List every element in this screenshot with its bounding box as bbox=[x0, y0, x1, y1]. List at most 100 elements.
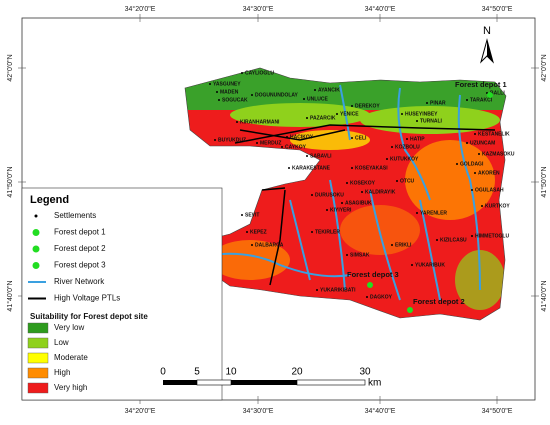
settlement-label: KOSEYAKASI bbox=[355, 165, 388, 171]
lat-label: 41°50'0"N bbox=[6, 166, 14, 197]
settlement-label: KARAKESTANE bbox=[292, 165, 331, 171]
settlement-label: KIYIYERI bbox=[330, 207, 352, 213]
settlement-label: KAZMASOKU bbox=[482, 151, 515, 157]
settlement-label: TEKIRLER bbox=[315, 229, 340, 235]
settlement-dot bbox=[456, 163, 458, 165]
settlement-dot bbox=[436, 239, 438, 241]
scale-label: 5 bbox=[194, 367, 200, 378]
settlement-label: HUSEYINBEY bbox=[405, 111, 438, 117]
settlement-label: DOGUNUNDOLAY bbox=[255, 92, 299, 98]
lon-label: 34°20'0"E bbox=[125, 407, 156, 415]
settlement-dot bbox=[481, 205, 483, 207]
settlement-dot bbox=[351, 167, 353, 169]
settlement-label: HATIP bbox=[410, 136, 425, 142]
settlement-label: TARAKCI bbox=[470, 97, 493, 103]
settlement-dot bbox=[471, 235, 473, 237]
settlement-dot bbox=[288, 167, 290, 169]
forest-depot bbox=[487, 92, 493, 98]
settlement-dot bbox=[316, 289, 318, 291]
legend-label: Very high bbox=[54, 383, 87, 392]
settlement-label: AYANCIK bbox=[318, 87, 340, 93]
lat-label: 41°40'0"N bbox=[6, 280, 14, 311]
settlement-label: SABAVLI bbox=[310, 153, 332, 159]
settlement-label: UZUNCAM bbox=[470, 140, 495, 146]
settlement-label: CELI bbox=[355, 135, 367, 141]
river-network bbox=[209, 84, 481, 301]
legend-label: High Voltage PTLs bbox=[54, 294, 120, 303]
legend-label: Very low bbox=[54, 323, 84, 332]
settlement-label: GOLDAGI bbox=[460, 161, 484, 167]
settlement-label: ERIKLI bbox=[395, 242, 412, 248]
settlement-dot bbox=[351, 105, 353, 107]
settlement-dot bbox=[406, 138, 408, 140]
forest-depot bbox=[407, 307, 413, 313]
settlement-dot bbox=[346, 182, 348, 184]
lon-label: 34°50'0"E bbox=[482, 5, 513, 13]
settlement-dot bbox=[346, 254, 348, 256]
legend-symbol bbox=[34, 214, 38, 218]
lat-label: 42°0'0"N bbox=[540, 54, 548, 81]
settlement-label: YASGUNEY bbox=[213, 81, 241, 87]
legend-label: Low bbox=[54, 338, 69, 347]
legend-title: Legend bbox=[30, 194, 69, 206]
settlement-dot bbox=[391, 146, 393, 148]
settlement-label: YENICE bbox=[340, 111, 359, 117]
settlement-dot bbox=[416, 212, 418, 214]
land-outline bbox=[184, 67, 507, 321]
legend-label: Settlements bbox=[54, 211, 96, 220]
settlement-label: DAGKOY bbox=[370, 294, 393, 300]
settlement-dot bbox=[386, 158, 388, 160]
settlement-dot bbox=[466, 142, 468, 144]
settlement-label: YARENLER bbox=[420, 210, 447, 216]
settlement-dot bbox=[361, 191, 363, 193]
lon-label: 34°30'0"E bbox=[243, 5, 274, 13]
depot-label: Forest depot 2 bbox=[413, 297, 465, 306]
settlement-dot bbox=[209, 83, 211, 85]
settlement-label: YUKARIBUK bbox=[415, 262, 445, 268]
settlement-label: DURUSOKU bbox=[315, 192, 344, 198]
legend-swatch bbox=[27, 352, 49, 364]
settlement-dot bbox=[311, 231, 313, 233]
settlement-dot bbox=[256, 142, 258, 144]
settlement-dot bbox=[306, 155, 308, 157]
settlement-label: SIMSAK bbox=[350, 252, 370, 258]
settlement-dot bbox=[396, 180, 398, 182]
legend-symbol bbox=[32, 229, 40, 236]
settlement-dot bbox=[391, 244, 393, 246]
lat-label: 42°0'0"N bbox=[6, 54, 14, 81]
settlement-label: KALDIRAYIK bbox=[365, 189, 396, 195]
lon-label: 34°40'0"E bbox=[365, 407, 396, 415]
settlement-dot bbox=[474, 133, 476, 135]
settlement-dot bbox=[351, 137, 353, 139]
settlement-label: KIRANHARMANI bbox=[240, 119, 280, 125]
legend-swatch bbox=[27, 337, 49, 349]
settlement-label: KOSEKOY bbox=[350, 180, 376, 186]
scale-bar bbox=[163, 379, 366, 386]
forest-depot bbox=[367, 282, 373, 288]
legend-label: Forest depot 2 bbox=[54, 244, 106, 253]
settlement-label: KOZBOLU bbox=[395, 144, 420, 150]
settlement-dot bbox=[311, 194, 313, 196]
settlement-dot bbox=[281, 146, 283, 148]
settlement-dot bbox=[471, 189, 473, 191]
legend-classes-title: Suitability for Forest depot site bbox=[30, 312, 148, 321]
settlement-dot bbox=[326, 209, 328, 211]
settlement-label: HIMMETOGLU bbox=[475, 233, 509, 239]
settlement-label: MERDUZ bbox=[260, 140, 281, 146]
settlement-dot bbox=[306, 117, 308, 119]
settlement-dot bbox=[218, 99, 220, 101]
lon-label: 34°50'0"E bbox=[482, 407, 513, 415]
legend-swatch bbox=[27, 367, 49, 379]
settlement-dot bbox=[336, 113, 338, 115]
settlement-label: PAZARCIK bbox=[310, 115, 336, 121]
settlement-label: MADEN bbox=[220, 89, 239, 95]
settlement-dot bbox=[474, 172, 476, 174]
settlement-label: OGULASAH bbox=[475, 187, 504, 193]
settlement-label: BALLI bbox=[490, 90, 505, 96]
settlement-dot bbox=[314, 89, 316, 91]
settlement-label: SOGUCAK bbox=[222, 97, 248, 103]
legend-swatch bbox=[27, 382, 49, 394]
settlement-label: HACIKOY bbox=[290, 134, 314, 140]
legend-label: Forest depot 1 bbox=[54, 228, 106, 237]
legend-label: River Network bbox=[54, 277, 105, 286]
